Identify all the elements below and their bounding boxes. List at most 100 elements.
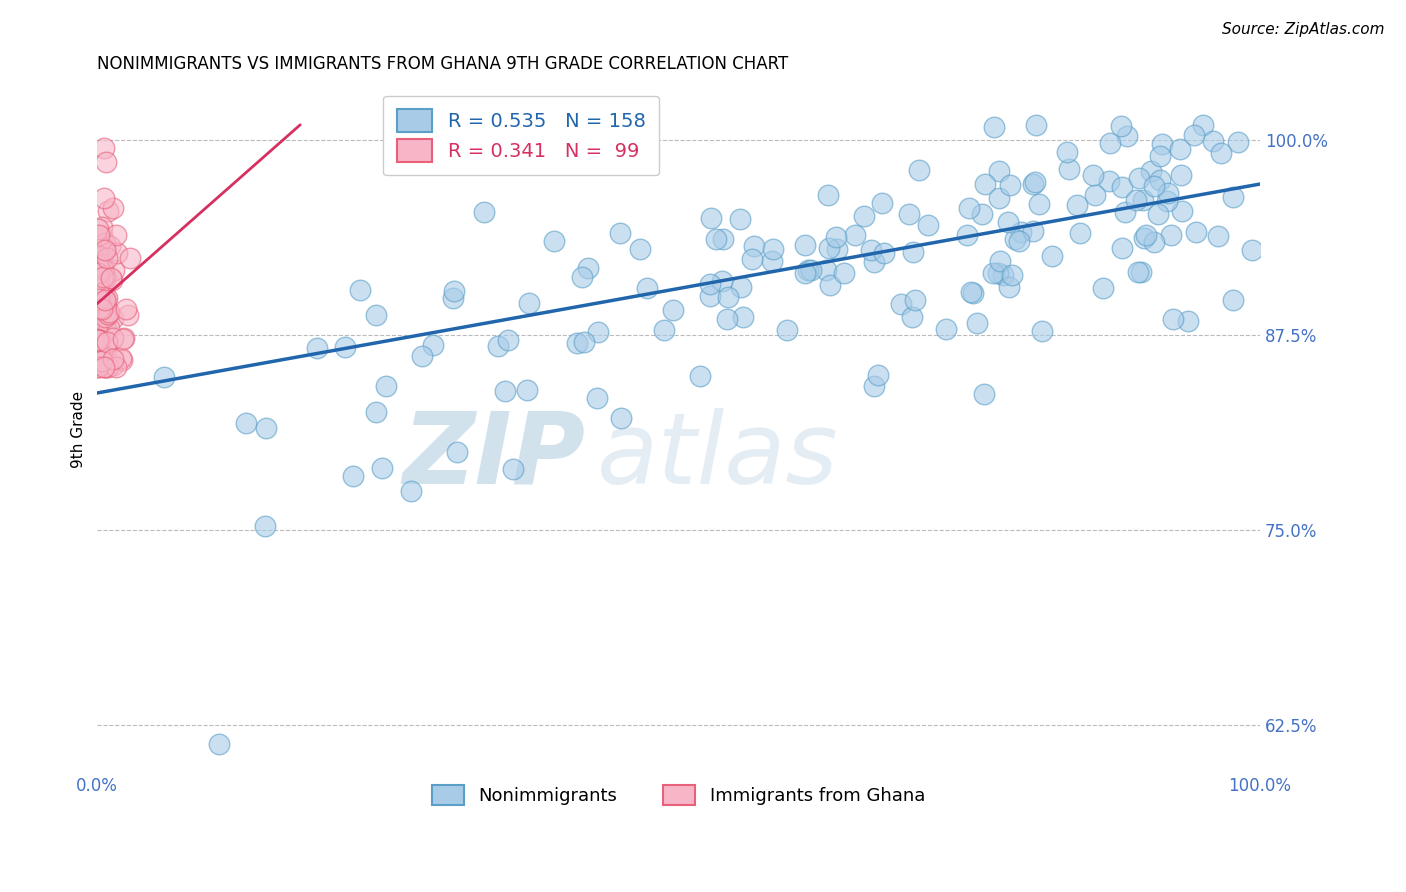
Text: Source: ZipAtlas.com: Source: ZipAtlas.com [1222, 22, 1385, 37]
Point [87, 269, 110, 284]
Point [103, 310, 125, 325]
Point [609, 411, 631, 425]
Point [93, 310, 115, 324]
Point [817, 188, 839, 202]
Point [89, 301, 111, 316]
Point [89, 310, 111, 324]
Point [1066, 198, 1088, 212]
Point [87, 258, 110, 272]
Point [104, 228, 127, 243]
Point [86, 359, 108, 373]
Point [443, 284, 465, 298]
Point [208, 737, 231, 751]
Point [87, 249, 110, 263]
Point [94, 293, 117, 307]
Point [818, 277, 841, 292]
Point [1202, 134, 1225, 148]
Point [87, 222, 110, 236]
Point [87, 293, 110, 308]
Point [628, 242, 651, 256]
Point [586, 326, 609, 340]
Point [87, 359, 110, 374]
Point [872, 195, 894, 210]
Point [710, 274, 733, 288]
Point [1182, 128, 1205, 142]
Point [706, 232, 728, 246]
Point [862, 379, 884, 393]
Point [1115, 129, 1137, 144]
Point [1004, 232, 1026, 246]
Point [1240, 244, 1263, 258]
Point [370, 461, 392, 475]
Point [96, 251, 118, 265]
Point [543, 234, 565, 248]
Point [101, 273, 124, 287]
Point [571, 269, 593, 284]
Point [1001, 268, 1024, 283]
Point [1069, 226, 1091, 240]
Point [86, 281, 108, 295]
Point [254, 421, 277, 435]
Point [1111, 241, 1133, 255]
Point [1171, 204, 1194, 219]
Point [117, 308, 139, 322]
Point [94, 341, 117, 355]
Point [86, 267, 108, 281]
Point [661, 303, 683, 318]
Point [1128, 265, 1150, 279]
Point [96, 294, 118, 309]
Point [775, 323, 797, 337]
Point [93, 295, 115, 310]
Text: atlas: atlas [596, 408, 838, 505]
Point [91, 220, 114, 235]
Point [91, 313, 114, 327]
Point [1099, 136, 1122, 151]
Point [574, 334, 596, 349]
Point [114, 302, 136, 317]
Text: NONIMMIGRANTS VS IMMIGRANTS FROM GHANA 9TH GRADE CORRELATION CHART: NONIMMIGRANTS VS IMMIGRANTS FROM GHANA 9… [97, 55, 787, 73]
Point [305, 342, 328, 356]
Point [797, 263, 820, 277]
Point [496, 333, 519, 347]
Point [1222, 190, 1244, 204]
Point [966, 316, 988, 330]
Point [91, 256, 114, 270]
Point [94, 318, 117, 332]
Point [399, 484, 422, 499]
Point [86, 323, 108, 337]
Point [253, 518, 276, 533]
Point [86, 332, 108, 346]
Point [87, 343, 110, 358]
Point [997, 280, 1019, 294]
Point [1149, 148, 1171, 162]
Point [1130, 265, 1153, 279]
Point [1177, 313, 1199, 327]
Point [91, 262, 114, 277]
Point [86, 231, 108, 245]
Point [87, 299, 110, 313]
Point [1057, 162, 1080, 177]
Legend: Nonimmigrants, Immigrants from Ghana: Nonimmigrants, Immigrants from Ghana [423, 776, 934, 814]
Point [1081, 169, 1104, 183]
Point [1170, 169, 1192, 183]
Point [700, 211, 723, 226]
Point [825, 242, 848, 256]
Point [652, 323, 675, 337]
Point [962, 286, 984, 301]
Point [983, 120, 1005, 134]
Point [956, 227, 979, 242]
Y-axis label: 9th Grade: 9th Grade [72, 391, 86, 467]
Point [1149, 173, 1171, 187]
Point [844, 227, 866, 242]
Point [97, 307, 120, 321]
Point [101, 351, 124, 366]
Point [908, 162, 931, 177]
Point [716, 312, 738, 326]
Point [1156, 194, 1178, 209]
Point [873, 245, 896, 260]
Point [699, 277, 721, 292]
Point [87, 297, 110, 311]
Point [89, 303, 111, 318]
Point [94, 236, 117, 251]
Point [89, 270, 111, 285]
